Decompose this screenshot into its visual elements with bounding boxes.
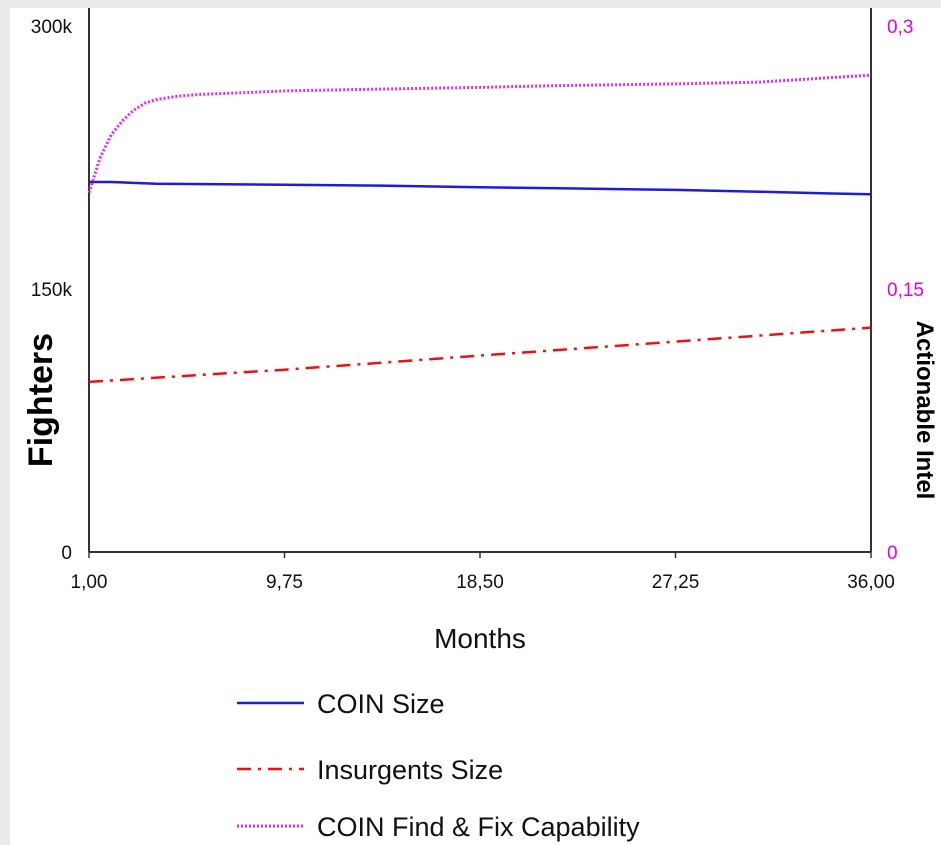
x-tick-label: 9,75 <box>266 572 303 593</box>
legend-label-insurgents-size: Insurgents Size <box>317 755 503 785</box>
x-tick-label: 1,00 <box>71 572 108 593</box>
tick-marks <box>88 552 872 558</box>
x-tick-label: 36,00 <box>847 572 895 593</box>
x-axis-title: Months <box>434 623 526 654</box>
series-line-0 <box>89 180 872 196</box>
y2-tick-label: 0,3 <box>887 17 913 38</box>
top-border <box>0 0 941 8</box>
legend-item-insurgents-size: Insurgents Size <box>237 755 503 785</box>
legend: COIN Size Insurgents Size COIN Find & Fi… <box>237 689 640 842</box>
series-line-1 <box>88 326 872 384</box>
y2-axis-title: Actionable Intel <box>911 321 938 500</box>
legend-label-coin-find-fix-capability: COIN Find & Fix Capability <box>317 812 640 842</box>
legend-item-coin-size: COIN Size <box>237 689 445 719</box>
y-tick-label: 0 <box>61 543 72 564</box>
legend-item-coin-find-fix-capability: COIN Find & Fix Capability <box>237 812 640 842</box>
y-tick-label: 150k <box>31 280 73 301</box>
tick-labels: 1,00 9,75 18,50 27,25 36,00 0 150k 300k 0 0,15 0,3 <box>31 17 924 593</box>
y2-tick-label: 0 <box>887 543 898 564</box>
axes <box>88 8 872 553</box>
series-layer <box>87 73 872 384</box>
series-line-2 <box>87 73 872 194</box>
x-tick-label: 18,50 <box>456 572 504 593</box>
y2-tick-label: 0,15 <box>887 280 924 301</box>
x-tick-label: 27,25 <box>652 572 700 593</box>
y-axis-title: Fighters <box>22 333 60 467</box>
y-tick-label: 300k <box>31 17 73 38</box>
left-border <box>0 0 10 845</box>
legend-label-coin-size: COIN Size <box>317 689 445 719</box>
